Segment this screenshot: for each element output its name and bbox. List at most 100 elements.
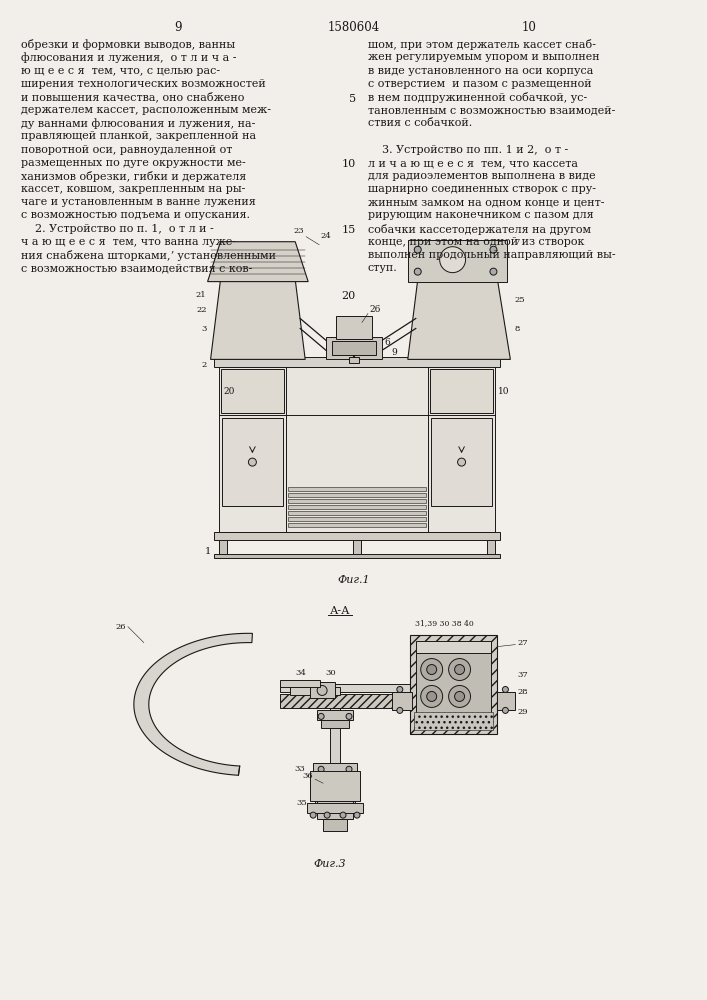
Text: 2. Устройство по п. 1,  о т л и -: 2. Устройство по п. 1, о т л и - xyxy=(21,224,214,234)
Text: ния снабжена шторками,ʼ установленными: ния снабжена шторками,ʼ установленными xyxy=(21,250,276,261)
Circle shape xyxy=(346,800,352,806)
Text: чаге и установленным в ванне лужения: чаге и установленным в ванне лужения xyxy=(21,197,256,207)
Text: поворотной оси, равноудаленной от: поворотной оси, равноудаленной от xyxy=(21,145,233,155)
Circle shape xyxy=(318,713,324,719)
Circle shape xyxy=(310,812,316,818)
Circle shape xyxy=(340,812,346,818)
Text: 27: 27 xyxy=(518,639,528,647)
Text: Фиг.1: Фиг.1 xyxy=(338,575,370,585)
Circle shape xyxy=(248,458,257,466)
Bar xyxy=(280,680,320,687)
Bar xyxy=(317,801,353,819)
Circle shape xyxy=(421,685,443,707)
Circle shape xyxy=(318,766,324,772)
Polygon shape xyxy=(211,280,305,359)
Text: кассет, ковшом, закрепленным на ры-: кассет, ковшом, закрепленным на ры- xyxy=(21,184,246,194)
Text: ступ.: ступ. xyxy=(368,263,398,273)
Circle shape xyxy=(490,268,497,275)
Bar xyxy=(313,763,357,775)
Text: 2: 2 xyxy=(201,361,206,369)
Text: тановленным с возможностью взаимодей-: тановленным с возможностью взаимодей- xyxy=(368,105,615,115)
Text: 28: 28 xyxy=(518,688,528,696)
Text: в нем подпружиненной собачкой, ус-: в нем подпружиненной собачкой, ус- xyxy=(368,92,588,103)
Bar xyxy=(330,708,340,811)
Text: 9: 9 xyxy=(392,348,397,357)
Text: 8: 8 xyxy=(515,325,520,333)
Text: 21: 21 xyxy=(196,291,206,299)
Text: 3. Устройство по пп. 1 и 2,  о т -: 3. Устройство по пп. 1 и 2, о т - xyxy=(368,145,568,155)
Text: конце, при этом на одной из створок: конце, при этом на одной из створок xyxy=(368,237,584,247)
Text: 10: 10 xyxy=(522,21,537,34)
Bar xyxy=(214,554,501,558)
Bar xyxy=(288,523,426,527)
Text: 36: 36 xyxy=(303,772,313,780)
Bar xyxy=(487,540,496,554)
Bar xyxy=(214,357,501,367)
Bar xyxy=(288,487,426,491)
Polygon shape xyxy=(208,242,308,282)
Circle shape xyxy=(397,707,403,713)
Text: 23: 23 xyxy=(294,227,305,235)
Text: жинным замком на одном конце и цент-: жинным замком на одном конце и цент- xyxy=(368,197,604,207)
Circle shape xyxy=(354,812,360,818)
Bar xyxy=(310,771,360,801)
Text: ду ваннами флюсования и лужения, на-: ду ваннами флюсования и лужения, на- xyxy=(21,118,256,129)
Bar xyxy=(315,798,355,808)
Text: выполнен продольный направляющий вы-: выполнен продольный направляющий вы- xyxy=(368,250,616,260)
Circle shape xyxy=(421,659,443,680)
Bar xyxy=(323,819,347,831)
Text: 10: 10 xyxy=(341,159,356,169)
Text: для радиоэлементов выполнена в виде: для радиоэлементов выполнена в виде xyxy=(368,171,595,181)
Circle shape xyxy=(427,665,437,675)
Text: 7: 7 xyxy=(515,238,520,246)
Text: шом, при этом держатель кассет снаб-: шом, при этом держатель кассет снаб- xyxy=(368,39,596,50)
Text: рирующим наконечником с пазом для: рирующим наконечником с пазом для xyxy=(368,210,594,220)
Text: 30: 30 xyxy=(325,669,336,677)
Text: шарнирно соединенных створок с пру-: шарнирно соединенных створок с пру- xyxy=(368,184,596,194)
Bar xyxy=(221,369,284,413)
Circle shape xyxy=(449,659,471,680)
Bar xyxy=(288,499,426,503)
Text: 34: 34 xyxy=(296,669,306,677)
Text: 6: 6 xyxy=(384,338,390,347)
Circle shape xyxy=(397,686,403,692)
Text: 15: 15 xyxy=(341,225,356,235)
Bar xyxy=(336,316,372,339)
Bar xyxy=(317,710,353,720)
Bar xyxy=(288,493,426,497)
Bar xyxy=(416,643,491,714)
Bar xyxy=(326,337,382,359)
Text: ствия с собачкой.: ствия с собачкой. xyxy=(368,118,472,128)
Circle shape xyxy=(503,707,508,713)
Text: 5: 5 xyxy=(349,94,356,104)
Text: флюсования и лужения,  о т л и ч а -: флюсования и лужения, о т л и ч а - xyxy=(21,52,237,63)
Text: 25: 25 xyxy=(515,296,525,304)
Text: 31,39 30 38 40: 31,39 30 38 40 xyxy=(415,619,474,627)
Text: 35: 35 xyxy=(296,799,307,807)
Bar xyxy=(317,775,353,781)
Circle shape xyxy=(318,800,324,806)
Circle shape xyxy=(317,685,327,695)
Bar xyxy=(321,720,349,728)
Bar xyxy=(410,635,498,734)
Text: в виде установленного на оси корпуса: в виде установленного на оси корпуса xyxy=(368,66,593,76)
Bar xyxy=(221,418,284,506)
Text: 26: 26 xyxy=(369,305,380,314)
Text: 1580604: 1580604 xyxy=(328,21,380,34)
Polygon shape xyxy=(134,633,252,775)
Bar xyxy=(218,367,496,532)
Text: собачки кассетодержателя на другом: собачки кассетодержателя на другом xyxy=(368,224,591,235)
Text: держателем кассет, расположенным меж-: держателем кассет, расположенным меж- xyxy=(21,105,271,115)
Text: и повышения качества, оно снабжено: и повышения качества, оно снабжено xyxy=(21,92,245,103)
Circle shape xyxy=(449,685,471,707)
Text: А-А: А-А xyxy=(329,606,350,616)
Bar xyxy=(288,505,426,509)
Bar xyxy=(498,692,515,710)
Text: 26: 26 xyxy=(115,623,126,631)
Text: 22: 22 xyxy=(196,306,206,314)
Bar xyxy=(408,240,508,282)
Bar xyxy=(280,694,499,708)
Text: правляющей планкой, закрепленной на: правляющей планкой, закрепленной на xyxy=(21,131,257,141)
Polygon shape xyxy=(408,280,510,359)
Bar xyxy=(430,369,493,413)
